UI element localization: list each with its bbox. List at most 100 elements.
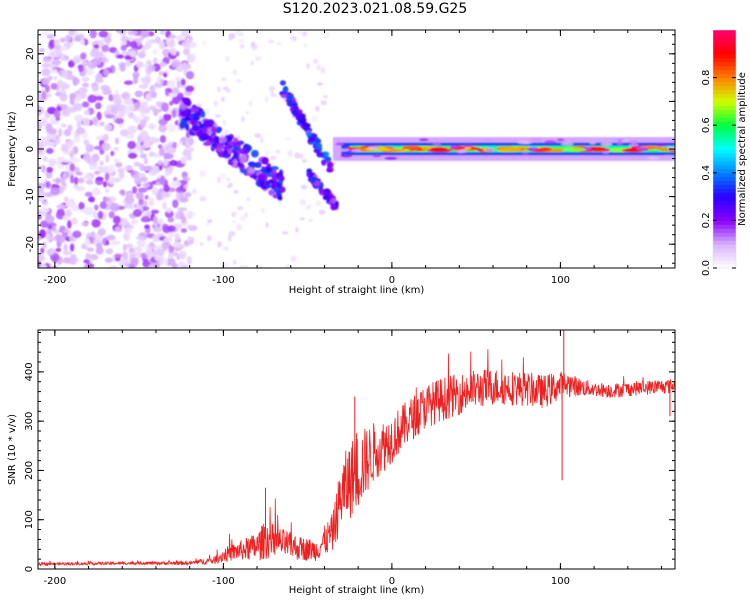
- noise-blob: [114, 137, 120, 145]
- noise-blob: [38, 260, 42, 268]
- noise-blob: [183, 48, 190, 56]
- noise-blob: [306, 62, 310, 70]
- branch-blob: [182, 97, 191, 106]
- colorbar-swatch: [713, 105, 736, 110]
- noise-blob: [134, 90, 144, 98]
- noise-blob: [167, 251, 174, 260]
- noise-blob: [167, 231, 175, 238]
- noise-blob: [82, 117, 91, 127]
- noise-blob: [42, 31, 49, 36]
- branch-blob: [218, 136, 228, 144]
- noise-blob: [159, 135, 167, 144]
- branch-blob: [266, 180, 271, 186]
- branch-blob: [224, 149, 229, 154]
- branch-blob: [306, 168, 313, 174]
- noise-blob: [97, 39, 105, 48]
- noise-blob: [38, 123, 43, 130]
- colorbar-swatch: [713, 168, 736, 174]
- noise-blob: [127, 30, 138, 36]
- colorbar-swatch: [713, 137, 736, 142]
- noise-blob: [228, 182, 233, 188]
- noise-blob: [239, 265, 244, 268]
- colorbar-swatch: [713, 196, 736, 202]
- branch-blob: [200, 110, 206, 118]
- noise-blob: [99, 201, 107, 210]
- noise-blob: [97, 210, 104, 220]
- noise-blob: [75, 171, 83, 176]
- noise-blob: [40, 247, 45, 254]
- noise-blob: [73, 176, 79, 185]
- noise-blob: [137, 187, 148, 193]
- colorbar-tick-label: 0.6: [701, 117, 712, 133]
- noise-blob: [322, 95, 329, 99]
- branch-blob: [326, 161, 334, 168]
- noise-blob: [105, 240, 110, 246]
- colorbar-swatch: [713, 37, 736, 43]
- noise-blob: [248, 100, 253, 107]
- noise-blob: [155, 100, 162, 108]
- noise-blob: [287, 150, 293, 157]
- colorbar-swatch: [713, 264, 736, 269]
- x-tick-label: -200: [44, 275, 67, 286]
- branch-blob: [295, 115, 303, 121]
- noise-blob: [270, 88, 274, 95]
- noise-blob: [130, 218, 138, 225]
- branch-blob: [191, 124, 200, 132]
- noise-blob: [48, 39, 56, 49]
- noise-blob: [38, 136, 49, 142]
- noise-blob: [158, 256, 164, 266]
- noise-blob: [180, 78, 186, 86]
- noise-blob: [149, 84, 156, 93]
- colorbar-swatch: [713, 61, 736, 67]
- noise-blob: [75, 34, 81, 42]
- noise-blob: [191, 188, 197, 195]
- line-core: [548, 148, 565, 153]
- line-halo: [517, 140, 530, 144]
- colorbar-swatch: [713, 184, 736, 190]
- noise-blob: [166, 257, 176, 266]
- colorbar-tick-label: 0.8: [701, 70, 712, 86]
- noise-blob: [95, 176, 104, 181]
- noise-blob: [299, 217, 306, 221]
- noise-blob: [246, 197, 251, 201]
- noise-blob: [64, 196, 69, 203]
- noise-blob: [74, 114, 84, 123]
- noise-blob: [206, 219, 213, 223]
- noise-blob: [99, 160, 104, 166]
- noise-blob: [150, 91, 157, 99]
- noise-blob: [101, 142, 111, 151]
- noise-blob: [141, 165, 151, 171]
- noise-blob: [85, 144, 95, 153]
- line-halo: [372, 154, 382, 158]
- noise-blob: [172, 199, 179, 209]
- noise-blob: [159, 30, 166, 36]
- noise-blob: [167, 216, 175, 223]
- noise-blob: [46, 147, 54, 154]
- noise-blob: [254, 56, 262, 61]
- noise-blob: [91, 153, 100, 163]
- branch-blob: [305, 131, 312, 137]
- noise-blob: [163, 113, 172, 122]
- noise-blob: [241, 116, 245, 123]
- colorbar-swatch: [713, 109, 736, 114]
- noise-blob: [172, 241, 181, 248]
- noise-blob: [62, 150, 73, 155]
- line-halo: [616, 138, 624, 142]
- noise-blob: [145, 249, 154, 257]
- noise-blob: [69, 253, 77, 263]
- line-core: [430, 147, 448, 152]
- colorbar-tick-label: 0.0: [701, 260, 712, 276]
- branch-blob: [313, 148, 320, 154]
- noise-blob: [98, 30, 109, 38]
- noise-blob: [61, 109, 71, 117]
- noise-blob: [185, 85, 195, 93]
- branch-blob: [293, 108, 298, 115]
- noise-blob: [50, 83, 58, 90]
- noise-blob: [114, 226, 121, 233]
- line-core: [539, 147, 553, 151]
- noise-blob: [237, 206, 244, 211]
- noise-blob: [228, 234, 232, 242]
- branch-blob: [183, 116, 192, 122]
- branch-blob: [190, 118, 198, 127]
